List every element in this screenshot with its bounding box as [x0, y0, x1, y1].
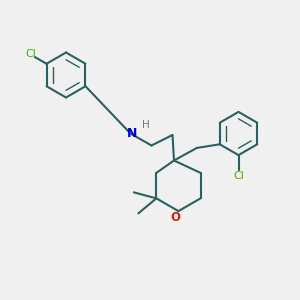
Text: N: N: [127, 127, 137, 140]
Text: Cl: Cl: [233, 171, 244, 181]
Text: O: O: [170, 211, 180, 224]
Text: H: H: [142, 119, 150, 130]
Text: Cl: Cl: [25, 49, 36, 59]
